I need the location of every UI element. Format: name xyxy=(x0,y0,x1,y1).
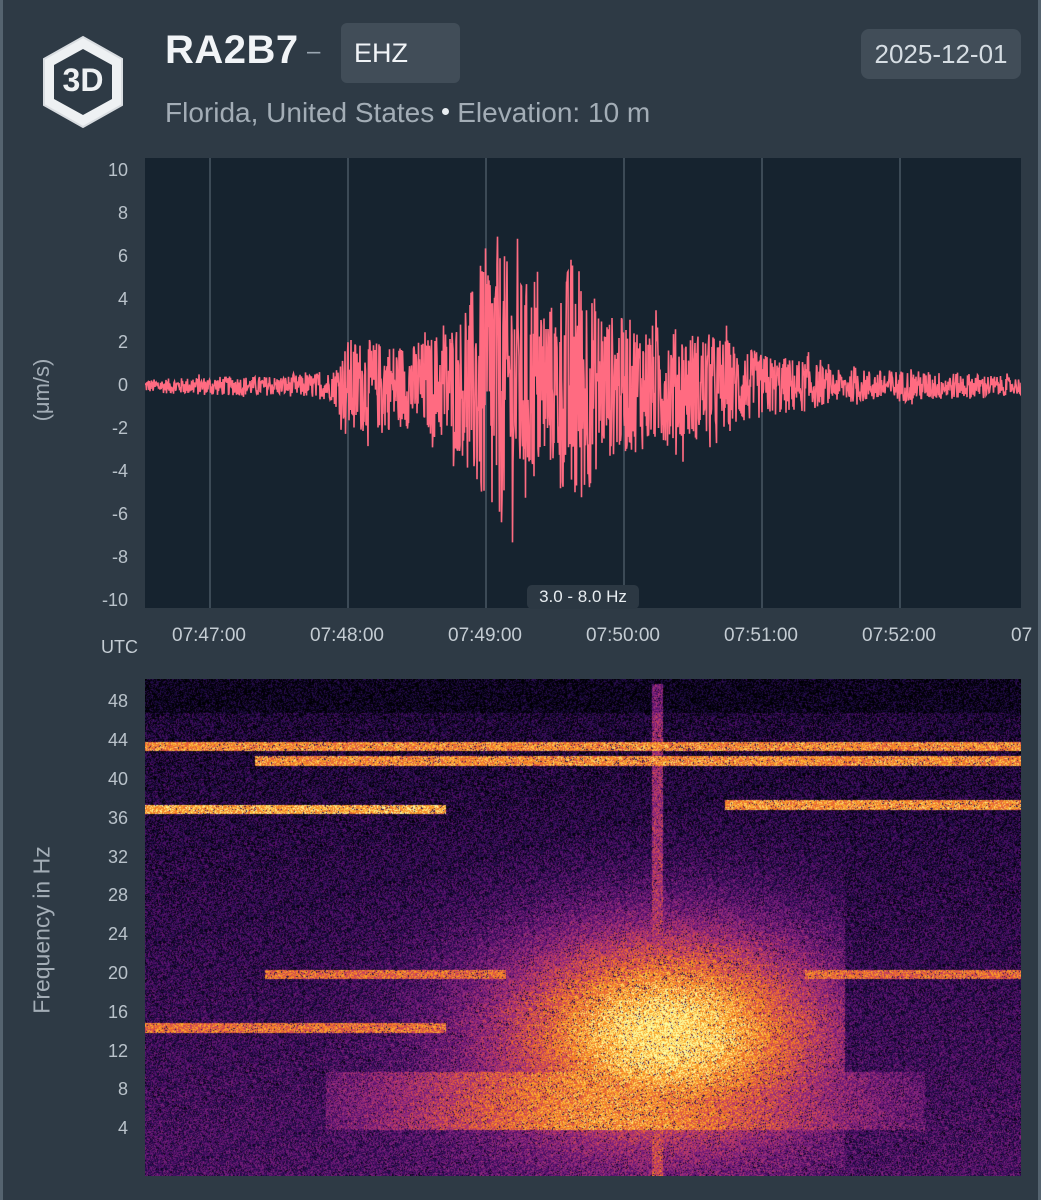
date-button[interactable]: 2025-12-01 xyxy=(861,29,1021,79)
freq-tick-label: 48 xyxy=(107,691,128,712)
freq-tick-label: 24 xyxy=(107,924,128,945)
waveform-plot[interactable] xyxy=(145,158,1021,608)
y-tick-label: 4 xyxy=(117,289,128,309)
bullet-separator xyxy=(442,108,450,116)
freq-tick-label: 40 xyxy=(107,769,128,789)
x-tick-label: 07:47:00 xyxy=(172,625,246,646)
waveform-svg xyxy=(145,158,1021,608)
freq-tick-label: 36 xyxy=(107,807,128,828)
channel-select[interactable]: EHZ xyxy=(341,23,460,83)
y-tick-label: 10 xyxy=(107,160,128,180)
location-text: Florida, United States xyxy=(165,97,435,128)
freq-tick-label: 16 xyxy=(107,1001,128,1022)
badge-text: 3D xyxy=(63,62,104,98)
y-tick-label: -6 xyxy=(111,504,128,524)
x-tick-label: 07:51:00 xyxy=(724,625,798,646)
y-tick-label: 6 xyxy=(117,246,128,266)
filter-badge: 3.0 - 8.0 Hz xyxy=(527,585,639,609)
title-separator: – xyxy=(307,38,321,65)
x-tick-label: 07:48:00 xyxy=(310,625,384,646)
x-tick-label: 07:52:00 xyxy=(862,625,936,646)
y-tick-label: -10 xyxy=(101,590,128,610)
y-tick-label: 0 xyxy=(117,375,128,395)
station-subtitle: Florida, United States Elevation: 10 m xyxy=(165,97,650,129)
spectrogram-plot[interactable] xyxy=(145,679,1021,1176)
x-tick-label: 07:50:00 xyxy=(586,625,660,646)
y-tick-label: -2 xyxy=(111,418,128,438)
freq-tick-label: 4 xyxy=(117,1118,128,1139)
y-tick-label: -4 xyxy=(111,461,128,481)
freq-tick-label: 28 xyxy=(107,885,128,906)
waveform-series-line xyxy=(145,236,1021,543)
elevation-text: Elevation: 10 m xyxy=(457,97,651,128)
spectrogram-canvas xyxy=(145,679,1021,1176)
freq-tick-label: 32 xyxy=(107,846,128,867)
right-border xyxy=(1038,0,1041,1200)
time-axis-label: UTC xyxy=(101,637,138,657)
freq-tick-label: 8 xyxy=(117,1079,128,1100)
x-tick-label: 07:49:00 xyxy=(448,625,522,646)
spectrogram-y-axis-label: Frequency in Hz xyxy=(28,846,55,1014)
freq-tick-label: 12 xyxy=(107,1040,128,1061)
y-tick-label: -8 xyxy=(111,547,128,567)
y-tick-label: 8 xyxy=(117,203,128,223)
freq-tick-label: 20 xyxy=(107,963,128,983)
x-tick-label: 07 xyxy=(1011,625,1033,646)
station-title: RA2B7 xyxy=(165,28,299,72)
3d-badge-icon[interactable]: 3D xyxy=(34,33,132,131)
waveform-y-axis-label: (μm/s) xyxy=(29,358,54,422)
freq-tick-label: 44 xyxy=(107,730,128,751)
y-tick-label: 2 xyxy=(117,332,128,352)
left-border xyxy=(0,0,3,1200)
